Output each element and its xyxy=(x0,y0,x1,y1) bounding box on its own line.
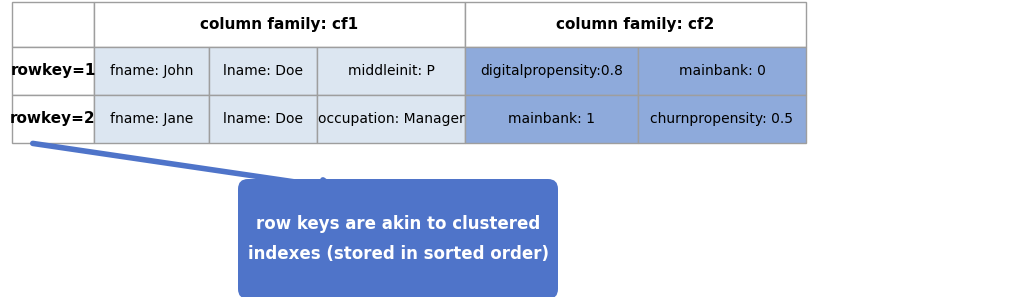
Text: fname: John: fname: John xyxy=(110,64,194,78)
Text: digitalpropensity:0.8: digitalpropensity:0.8 xyxy=(480,64,623,78)
Bar xyxy=(94,95,209,143)
Text: lname: Doe: lname: Doe xyxy=(223,112,303,126)
Text: column family: cf1: column family: cf1 xyxy=(201,17,358,32)
Bar xyxy=(12,95,94,143)
Bar xyxy=(209,47,317,95)
Text: rowkey=2: rowkey=2 xyxy=(10,111,96,127)
Bar xyxy=(12,2,94,47)
Text: churnpropensity: 0.5: churnpropensity: 0.5 xyxy=(650,112,794,126)
Text: occupation: Manager: occupation: Manager xyxy=(317,112,464,126)
FancyBboxPatch shape xyxy=(238,179,558,297)
Text: rowkey=1: rowkey=1 xyxy=(10,64,95,78)
Text: fname: Jane: fname: Jane xyxy=(110,112,194,126)
Bar xyxy=(638,95,806,143)
Text: lname: Doe: lname: Doe xyxy=(223,64,303,78)
Bar xyxy=(465,2,806,47)
Text: middleinit: P: middleinit: P xyxy=(347,64,434,78)
Bar xyxy=(209,95,317,143)
Bar xyxy=(317,47,465,95)
Text: mainbank: 1: mainbank: 1 xyxy=(508,112,595,126)
Bar xyxy=(317,95,465,143)
Bar xyxy=(12,47,94,95)
Text: row keys are akin to clustered
indexes (stored in sorted order): row keys are akin to clustered indexes (… xyxy=(248,215,549,263)
Bar xyxy=(94,2,465,47)
Text: mainbank: 0: mainbank: 0 xyxy=(679,64,765,78)
Bar xyxy=(465,95,638,143)
Bar xyxy=(465,47,638,95)
Bar xyxy=(94,47,209,95)
Text: column family: cf2: column family: cf2 xyxy=(556,17,715,32)
Bar xyxy=(638,47,806,95)
